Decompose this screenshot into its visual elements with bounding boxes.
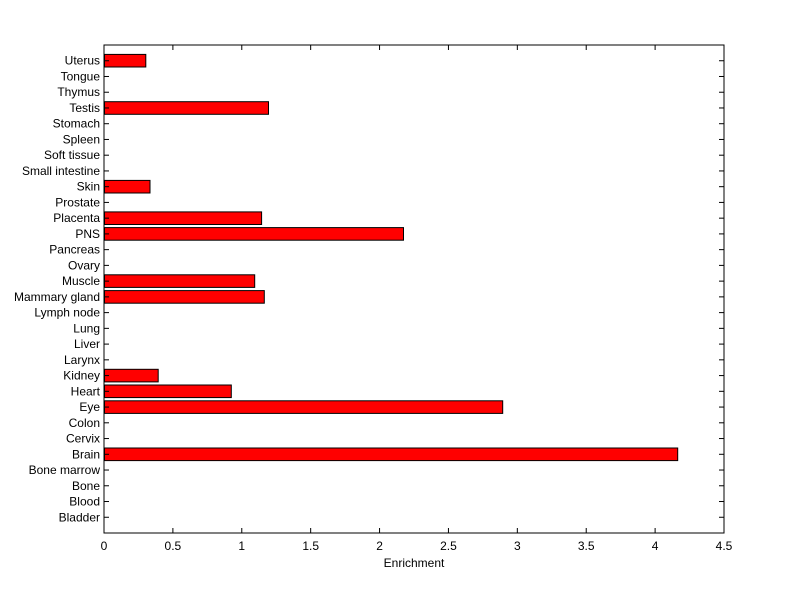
x-axis-label: Enrichment [384,556,445,570]
x-tick-label: 1 [238,539,245,553]
bar-pns [104,227,404,241]
x-tick-label: 0.5 [165,539,182,553]
y-tick-label: Soft tissue [44,148,100,162]
y-tick-label: Bladder [59,510,100,524]
y-tick-label: Skin [77,180,100,194]
bar-placenta [104,211,263,225]
y-tick-label: Colon [69,416,100,430]
y-tick-label: Blood [69,495,100,509]
x-tick-label: 1.5 [302,539,319,553]
y-tick-label: Kidney [63,369,100,383]
y-tick-label: Placenta [53,211,100,225]
y-tick-label: Testis [69,101,100,115]
y-tick-label: PNS [75,227,100,241]
y-tick-label: Thymus [57,85,100,99]
x-tick-label: 2.5 [440,539,457,553]
y-tick-label: Bone [72,479,100,493]
bar-kidney [104,368,159,383]
y-tick-label: Lymph node [34,306,100,320]
plot-frame [103,44,725,534]
bar-mammary-gland [104,290,265,304]
y-tick-label: Small intestine [22,164,100,178]
y-tick-label: Mammary gland [14,290,100,304]
bar-testis [104,101,269,115]
y-tick-label: Bone marrow [29,463,101,477]
y-tick-label: Spleen [63,132,100,146]
y-tick-label: Prostate [55,195,100,209]
bar-eye [104,400,504,414]
y-tick-label: Pancreas [49,243,100,257]
y-tick-label: Heart [71,384,101,398]
bar-muscle [104,274,256,288]
bar-heart [104,384,232,399]
x-tick-label: 3.5 [578,539,595,553]
y-tick-label: Eye [79,400,100,414]
y-tick-label: Larynx [64,353,100,367]
y-tick-label: Uterus [65,54,100,68]
y-tick-label: Cervix [66,432,100,446]
y-tick-label: Ovary [68,258,100,272]
y-tick-label: Muscle [62,274,100,288]
y-tick-label: Lung [73,321,100,335]
bar-skin [104,179,151,194]
x-tick-label: 3 [514,539,521,553]
y-tick-label: Brain [72,447,100,461]
x-tick-label: 2 [376,539,383,553]
bar-uterus [104,53,147,68]
y-tick-label: Tongue [61,69,101,83]
bar-brain [104,447,679,462]
y-tick-label: Stomach [53,117,100,131]
y-tick-label: Liver [74,337,100,351]
x-tick-label: 4 [652,539,659,553]
x-tick-label: 4.5 [716,539,733,553]
x-tick-label: 0 [101,539,108,553]
